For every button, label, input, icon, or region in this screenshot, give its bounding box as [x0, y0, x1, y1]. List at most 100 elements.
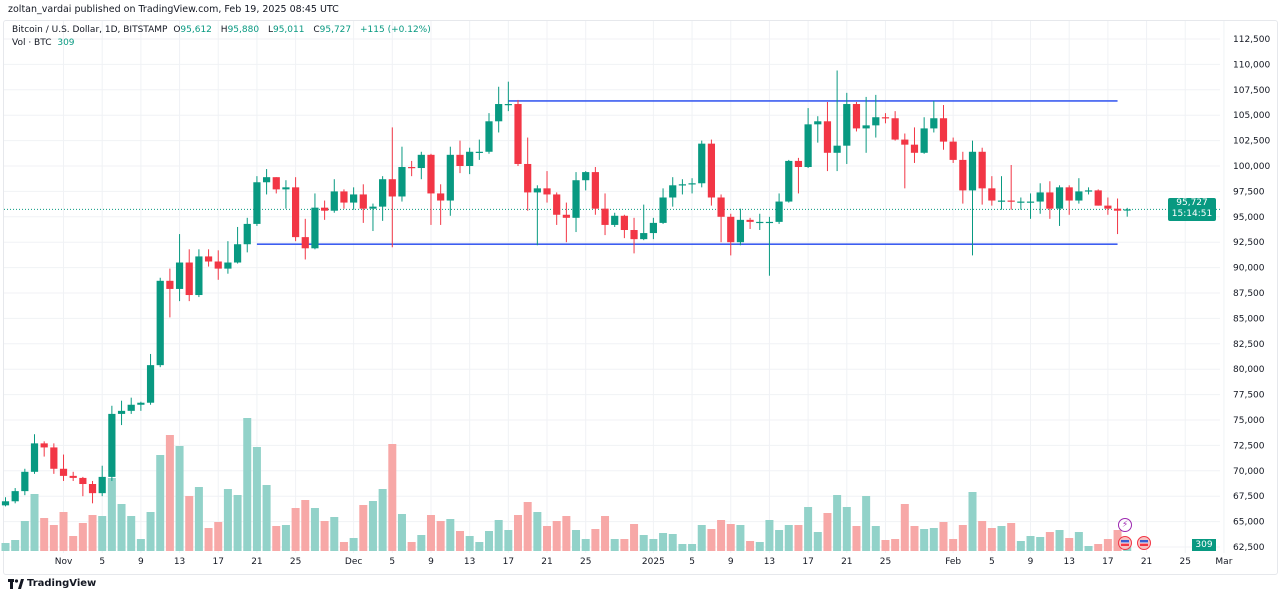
volume-bar — [794, 525, 803, 551]
candle-body — [108, 413, 116, 477]
price-tick-label: 80,000 — [1233, 365, 1265, 375]
candle-body — [688, 183, 696, 185]
candle — [611, 212, 619, 227]
time-tick-label: 9 — [428, 557, 434, 567]
volume-bar — [146, 512, 155, 551]
candle — [997, 176, 1006, 210]
candle — [669, 177, 677, 207]
price-tick-label: 87,500 — [1233, 289, 1265, 299]
candle-body — [640, 233, 648, 240]
volume-bar — [40, 518, 49, 551]
time-tick-label: 21 — [841, 557, 852, 567]
tradingview-logo[interactable]: TradingView — [8, 578, 96, 589]
candle-body — [939, 118, 948, 142]
candle-body — [1123, 209, 1131, 211]
candle — [427, 153, 435, 225]
candle — [21, 468, 29, 496]
candle — [437, 184, 445, 225]
time-tick-label: 25 — [880, 557, 891, 567]
time-tick-label: 5 — [389, 557, 395, 567]
candle — [881, 113, 890, 124]
time-tick-label: 25 — [290, 557, 301, 567]
volume-bar — [1065, 538, 1074, 551]
price-tick-label: 67,500 — [1233, 492, 1265, 502]
candle-body — [611, 215, 619, 225]
candle — [475, 139, 483, 160]
candle-body — [543, 188, 551, 195]
price-tick-label: 107,500 — [1233, 86, 1270, 96]
candle-body — [146, 365, 155, 403]
candle — [678, 179, 686, 195]
candle — [852, 101, 861, 132]
candle-body — [292, 187, 300, 238]
candle-body — [253, 182, 261, 224]
price-tick-label: 75,000 — [1233, 416, 1265, 426]
candle — [775, 193, 783, 224]
candle — [553, 192, 561, 225]
candle — [949, 137, 957, 163]
volume-bar — [388, 444, 397, 551]
volume-bar — [987, 528, 996, 551]
time-tick-label: 5 — [989, 557, 995, 567]
last-price-label: 95,727 15:14:51 — [1168, 198, 1216, 221]
volume-bar — [968, 492, 977, 551]
candle — [466, 147, 474, 175]
us-flag-event-icon[interactable] — [1137, 536, 1151, 550]
time-tick-label: 5 — [689, 557, 695, 567]
candle-body — [1055, 187, 1064, 209]
volume-bar — [262, 485, 271, 551]
candle — [988, 176, 996, 206]
candle — [968, 140, 977, 256]
candle-body — [698, 143, 706, 184]
candle — [272, 177, 280, 194]
candle-body — [746, 219, 754, 222]
candle-body — [814, 121, 822, 125]
high-value: 95,880 — [227, 25, 260, 35]
volume-bar — [291, 508, 300, 551]
volume-bar — [910, 526, 919, 551]
lightning-event-icon[interactable]: ⚡ — [1118, 518, 1132, 532]
candle-body — [949, 141, 957, 160]
legend-symbol: Bitcoin / U.S. Dollar, 1D, BITSTAMP — [12, 25, 168, 35]
candle — [292, 177, 300, 242]
price-tick-label: 105,000 — [1233, 111, 1270, 121]
volume-bar — [736, 525, 745, 551]
candle-body — [649, 222, 657, 234]
chart-legend: Bitcoin / U.S. Dollar, 1D, BITSTAMP O95,… — [12, 24, 434, 50]
candle — [785, 159, 793, 203]
candle — [214, 250, 222, 280]
candle-body — [1007, 200, 1015, 202]
candle — [146, 353, 155, 405]
volume-bar — [494, 520, 503, 551]
volume-bar — [1103, 539, 1112, 551]
candle — [359, 184, 367, 223]
candle-body — [1036, 192, 1044, 202]
candle — [572, 172, 580, 233]
volume-bar — [417, 535, 426, 551]
volume-bar — [194, 487, 203, 551]
candle — [1007, 164, 1015, 210]
candle-body — [1113, 208, 1122, 211]
candle-body — [379, 179, 387, 207]
candle — [978, 147, 986, 205]
candle — [127, 397, 135, 414]
time-tick-label: Nov — [55, 557, 73, 567]
time-tick-label: 17 — [503, 557, 514, 567]
volume-bar — [426, 515, 435, 551]
candle — [485, 113, 493, 154]
candle — [1123, 207, 1131, 217]
volume-bar — [214, 522, 223, 551]
candle-body — [88, 484, 97, 494]
candle-body — [340, 191, 348, 203]
volume-bar — [900, 504, 909, 551]
volume-bar — [475, 542, 484, 551]
us-flag-event-icon[interactable] — [1118, 536, 1132, 550]
time-tick-label: 9 — [138, 557, 144, 567]
candle-body — [117, 410, 126, 414]
candle — [243, 217, 251, 253]
volume-bar — [1094, 544, 1103, 551]
volume-bar — [630, 524, 639, 551]
candle-body — [50, 447, 58, 469]
volume-bar — [88, 515, 97, 551]
